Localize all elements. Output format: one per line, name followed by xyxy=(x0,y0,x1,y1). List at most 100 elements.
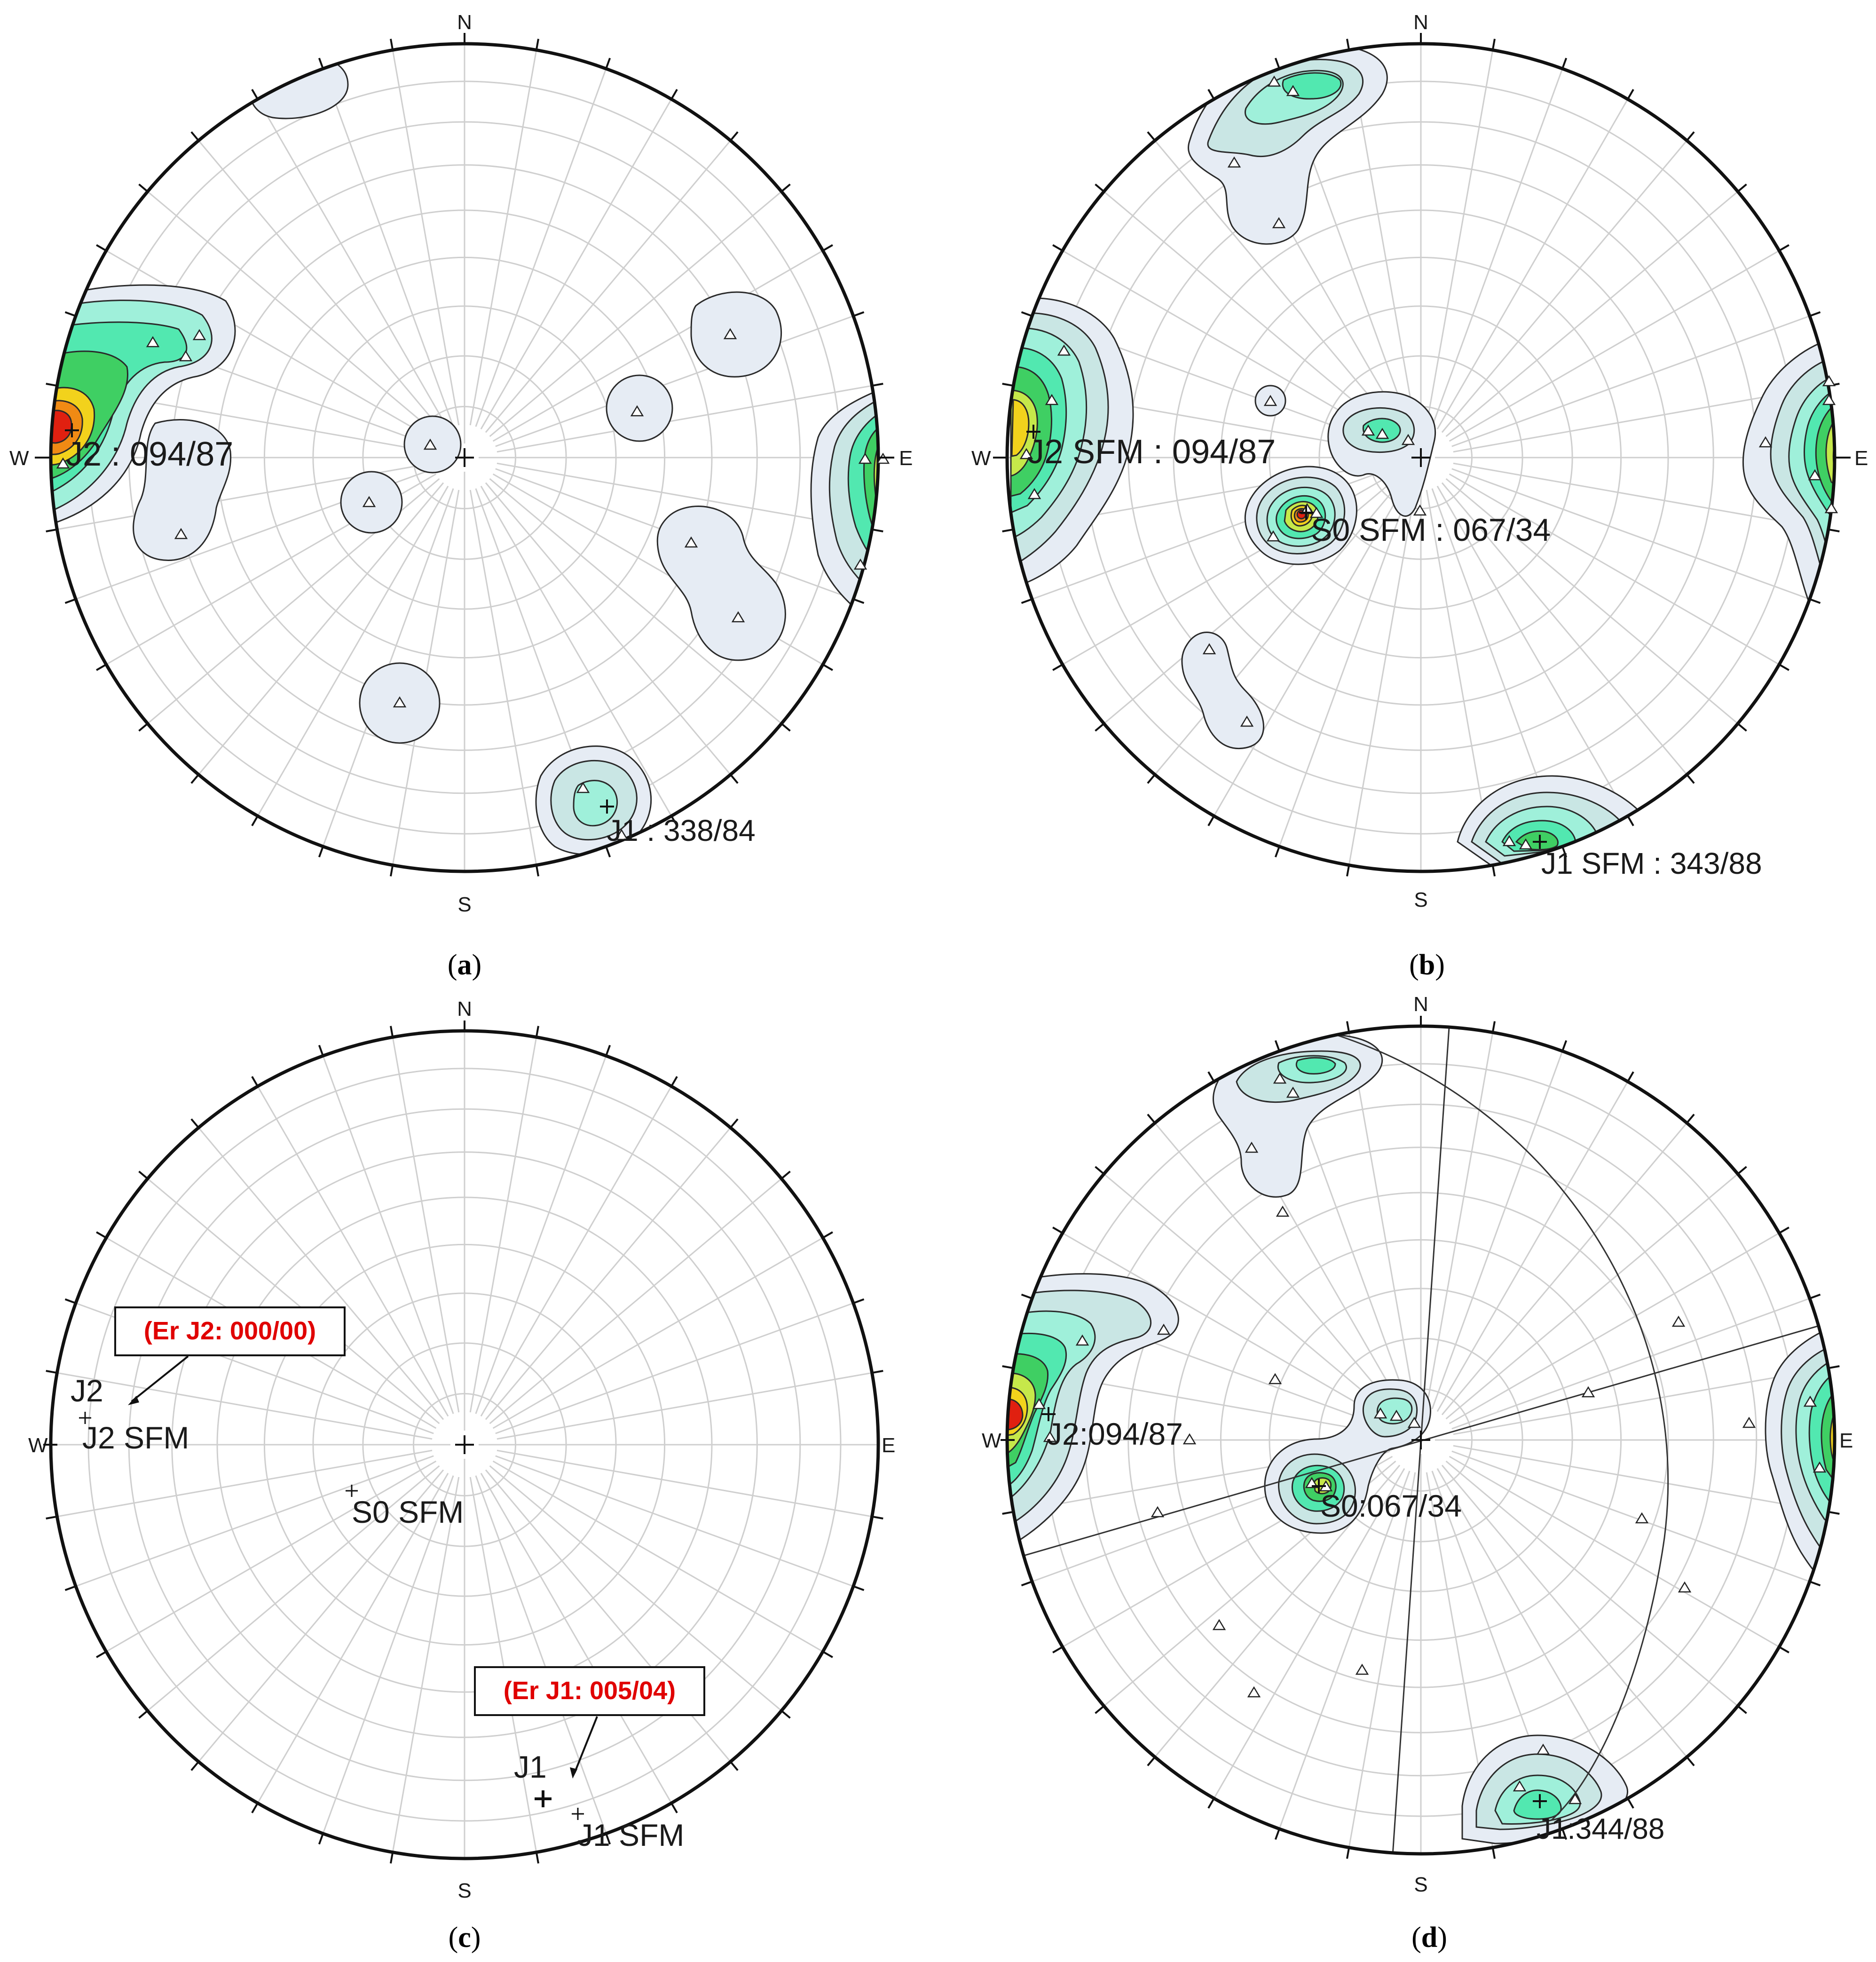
pole-marker xyxy=(1057,344,1071,356)
rim-tick xyxy=(1052,664,1063,671)
south-label: S xyxy=(1414,888,1427,911)
south-label: S xyxy=(457,1879,471,1902)
rim-tick xyxy=(1809,311,1821,317)
point-label-j2-sfm: J2 SFM xyxy=(82,1420,189,1455)
pole-marker xyxy=(393,696,407,708)
grid-spoke xyxy=(492,1237,823,1429)
grid-spoke xyxy=(147,191,440,437)
grid-spoke xyxy=(1441,1122,1687,1416)
azimuth-ticks xyxy=(1002,39,1840,877)
contour-level xyxy=(863,422,878,546)
grid-spoke xyxy=(257,1086,449,1417)
rim-tick xyxy=(670,1803,678,1813)
pole-marker xyxy=(1019,448,1033,459)
pole-marker xyxy=(1268,1373,1282,1384)
grid-spoke xyxy=(1449,1232,1780,1424)
rim-tick xyxy=(1147,131,1156,142)
rim-tick xyxy=(1346,39,1350,50)
annotation-arrow xyxy=(574,1716,598,1773)
pole-marker xyxy=(1389,1409,1403,1421)
grid-spoke xyxy=(492,250,823,442)
grid-spoke xyxy=(489,1465,782,1711)
mean-pole-cross xyxy=(65,423,79,437)
rim-tick xyxy=(1021,1581,1033,1587)
rim-tick xyxy=(535,1852,539,1864)
center-cross xyxy=(455,448,474,467)
contour-level xyxy=(606,374,673,442)
grid-spoke xyxy=(497,1372,872,1440)
pole-marker xyxy=(1266,530,1280,542)
point-label-j2: J2 xyxy=(71,1373,103,1408)
rim-tick xyxy=(1021,598,1033,604)
rim-tick xyxy=(1346,865,1350,877)
pole-marker xyxy=(853,558,867,570)
rim-tick xyxy=(1274,1828,1280,1840)
rim-tick xyxy=(1021,1293,1033,1299)
grid-spoke xyxy=(475,1475,607,1834)
rim-tick xyxy=(1346,1021,1350,1033)
rim-tick xyxy=(1561,1828,1568,1840)
stereonet-panel-d: N S E W J2:094/87 S0:067/34 J1:344/88 (d… xyxy=(982,993,1853,1954)
rim-tick xyxy=(1002,528,1014,532)
rim-tick xyxy=(96,1651,107,1658)
arrowhead xyxy=(128,1396,139,1405)
contour-level xyxy=(1825,414,1835,488)
rim-tick xyxy=(96,1231,107,1239)
rim-tick xyxy=(822,1651,833,1658)
rim-tick xyxy=(138,1710,149,1719)
mean-pole-cross xyxy=(1299,506,1313,520)
grid-spoke xyxy=(1431,1051,1563,1409)
grid-spoke xyxy=(392,50,460,426)
north-label: N xyxy=(1413,993,1428,1016)
west-label: W xyxy=(971,447,991,470)
grid-spoke xyxy=(57,1372,433,1440)
grid-spoke xyxy=(497,385,872,453)
rim-tick xyxy=(1779,664,1789,671)
grid-spoke xyxy=(480,99,672,430)
pole-marker xyxy=(1803,1395,1817,1407)
pole-marker xyxy=(1813,1461,1827,1473)
rim-tick xyxy=(670,1076,678,1087)
pole-marker xyxy=(1245,1141,1259,1153)
grid-spoke xyxy=(475,1055,607,1414)
pole-marker xyxy=(1263,395,1277,406)
rim-tick xyxy=(1627,815,1634,826)
set-label-s0-sfm: S0 SFM : 067/34 xyxy=(1311,512,1551,548)
grid-spoke xyxy=(257,485,449,816)
pole-marker xyxy=(1536,1743,1550,1755)
grid-spoke xyxy=(485,1127,731,1420)
rim-tick xyxy=(1737,1166,1747,1175)
grid-spoke xyxy=(1154,482,1401,775)
pole-marker xyxy=(576,782,590,793)
grid-spoke xyxy=(1453,462,1829,530)
pole-marker xyxy=(1227,156,1241,168)
rim-tick xyxy=(780,1710,791,1719)
rim-tick xyxy=(853,311,865,317)
pole-marker xyxy=(1824,502,1838,514)
grid-spoke xyxy=(469,50,537,426)
mean-pole-cross xyxy=(79,1412,91,1424)
stereonet-grid xyxy=(51,1031,878,1859)
grid-spoke xyxy=(1278,1471,1411,1829)
pole-marker xyxy=(1678,1581,1692,1593)
grid-spoke xyxy=(469,1477,537,1852)
pole-marker xyxy=(1032,1398,1046,1409)
rim-tick xyxy=(1686,774,1695,784)
north-label: N xyxy=(457,997,472,1021)
grid-spoke xyxy=(492,1460,823,1653)
pole-marker xyxy=(362,496,376,507)
rim-tick xyxy=(1828,528,1840,532)
rim-tick xyxy=(1002,383,1014,387)
rim-tick xyxy=(1147,774,1156,784)
grid-spoke xyxy=(1445,1173,1739,1420)
rim-tick xyxy=(1737,723,1747,732)
rim-tick xyxy=(670,89,678,100)
rim-tick xyxy=(1809,1581,1821,1587)
west-label: W xyxy=(9,447,29,470)
pole-marker xyxy=(1635,1512,1649,1524)
rim-tick xyxy=(190,131,199,142)
pole-marker xyxy=(1286,85,1300,96)
great-circle xyxy=(1335,1034,1669,1821)
pole-marker xyxy=(56,457,70,469)
set-label-s0: S0:067/34 xyxy=(1320,1488,1462,1523)
